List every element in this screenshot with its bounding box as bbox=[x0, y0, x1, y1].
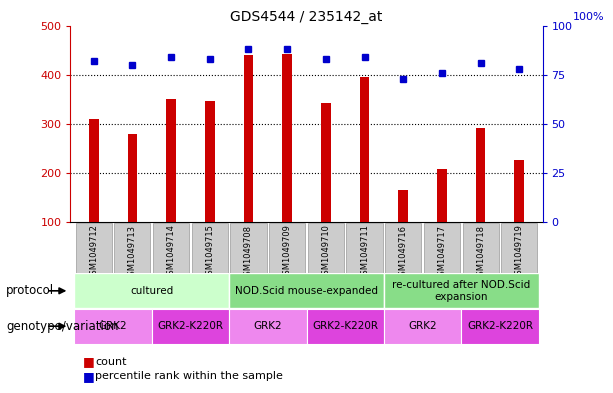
Bar bbox=[514, 160, 524, 222]
Bar bbox=[476, 128, 485, 222]
FancyBboxPatch shape bbox=[153, 222, 189, 273]
FancyBboxPatch shape bbox=[308, 222, 344, 273]
FancyBboxPatch shape bbox=[229, 274, 384, 308]
FancyBboxPatch shape bbox=[192, 222, 228, 273]
Text: GSM1049718: GSM1049718 bbox=[476, 224, 485, 281]
FancyBboxPatch shape bbox=[152, 309, 229, 343]
FancyBboxPatch shape bbox=[385, 222, 421, 273]
Text: GSM1049711: GSM1049711 bbox=[360, 224, 369, 281]
Text: GSM1049716: GSM1049716 bbox=[398, 224, 408, 281]
Bar bbox=[166, 99, 176, 222]
FancyBboxPatch shape bbox=[384, 309, 461, 343]
FancyBboxPatch shape bbox=[269, 222, 305, 273]
FancyBboxPatch shape bbox=[229, 309, 306, 343]
FancyBboxPatch shape bbox=[346, 222, 383, 273]
Text: GRK2: GRK2 bbox=[254, 321, 282, 331]
Bar bbox=[321, 103, 330, 222]
FancyBboxPatch shape bbox=[461, 309, 539, 343]
FancyBboxPatch shape bbox=[306, 309, 384, 343]
Bar bbox=[283, 53, 292, 222]
FancyBboxPatch shape bbox=[74, 309, 152, 343]
FancyBboxPatch shape bbox=[462, 222, 499, 273]
FancyBboxPatch shape bbox=[74, 274, 229, 308]
Text: GRK2: GRK2 bbox=[99, 321, 128, 331]
FancyBboxPatch shape bbox=[230, 222, 267, 273]
Text: cultured: cultured bbox=[130, 286, 173, 296]
Text: NOD.Scid mouse-expanded: NOD.Scid mouse-expanded bbox=[235, 286, 378, 296]
Text: re-cultured after NOD.Scid
expansion: re-cultured after NOD.Scid expansion bbox=[392, 280, 530, 301]
Text: ■: ■ bbox=[83, 355, 94, 368]
Bar bbox=[243, 55, 253, 222]
Text: count: count bbox=[95, 356, 126, 367]
Text: percentile rank within the sample: percentile rank within the sample bbox=[95, 371, 283, 382]
Text: GRK2: GRK2 bbox=[408, 321, 437, 331]
Bar bbox=[360, 77, 370, 222]
Bar bbox=[128, 134, 137, 222]
Text: GSM1049712: GSM1049712 bbox=[89, 224, 98, 281]
Text: GSM1049709: GSM1049709 bbox=[283, 224, 292, 281]
Text: GSM1049710: GSM1049710 bbox=[321, 224, 330, 281]
Text: 100%: 100% bbox=[573, 12, 605, 22]
Text: GSM1049717: GSM1049717 bbox=[438, 224, 446, 281]
Text: GSM1049714: GSM1049714 bbox=[167, 224, 175, 281]
Text: GSM1049719: GSM1049719 bbox=[515, 224, 524, 281]
Text: GSM1049713: GSM1049713 bbox=[128, 224, 137, 281]
Text: protocol: protocol bbox=[6, 284, 55, 298]
Bar bbox=[89, 119, 99, 222]
FancyBboxPatch shape bbox=[501, 222, 538, 273]
Text: GRK2-K220R: GRK2-K220R bbox=[467, 321, 533, 331]
FancyBboxPatch shape bbox=[114, 222, 151, 273]
FancyBboxPatch shape bbox=[424, 222, 460, 273]
Bar bbox=[398, 190, 408, 222]
Text: GDS4544 / 235142_at: GDS4544 / 235142_at bbox=[230, 10, 383, 24]
Text: GRK2-K220R: GRK2-K220R bbox=[158, 321, 223, 331]
Text: ■: ■ bbox=[83, 370, 94, 383]
Bar bbox=[437, 169, 447, 222]
Text: GRK2-K220R: GRK2-K220R bbox=[312, 321, 378, 331]
Text: GSM1049715: GSM1049715 bbox=[205, 224, 215, 281]
Text: GSM1049708: GSM1049708 bbox=[244, 224, 253, 281]
Text: genotype/variation: genotype/variation bbox=[6, 320, 119, 333]
FancyBboxPatch shape bbox=[384, 274, 539, 308]
Bar bbox=[205, 101, 215, 222]
FancyBboxPatch shape bbox=[75, 222, 112, 273]
